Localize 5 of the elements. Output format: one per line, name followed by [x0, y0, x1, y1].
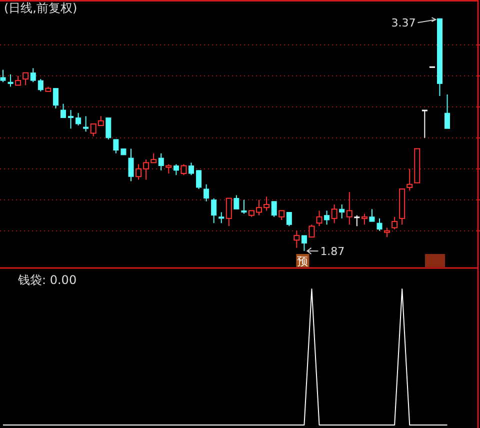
chart-title: 钱袋: 0.00 — [17, 273, 77, 287]
chart-title: (日线,前复权) — [4, 1, 78, 15]
badge: 预 — [296, 254, 310, 268]
annotation: 3.37 — [391, 16, 416, 30]
annotation: 1.87 — [320, 244, 345, 258]
